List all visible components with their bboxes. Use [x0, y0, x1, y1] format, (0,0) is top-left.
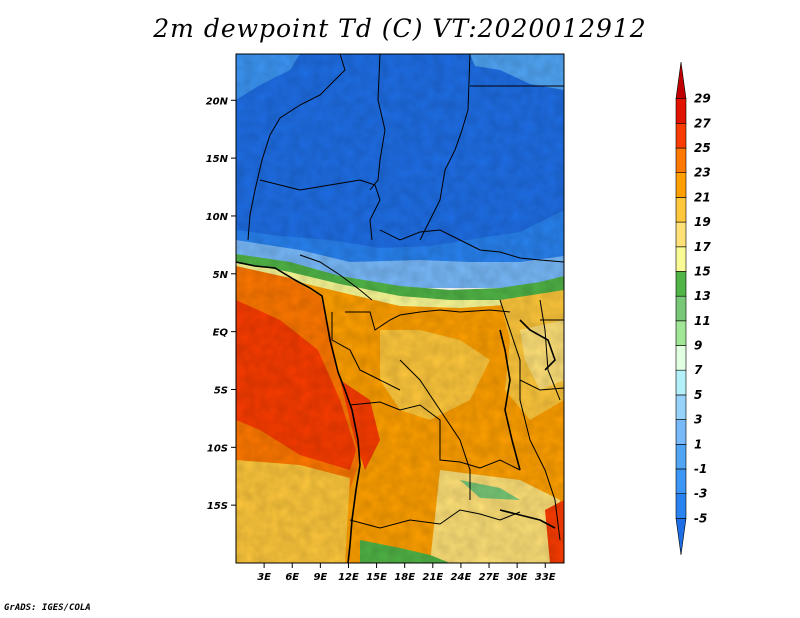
colorbar-label: 27 — [694, 116, 711, 130]
colorbar-label: 13 — [694, 289, 711, 303]
colorbar-swatch — [675, 123, 687, 149]
longitude-axis: 3E 6E 9E 12E 15E 18E 21E 24E 27E 30E 33E — [257, 563, 556, 583]
colorbar-label: 1 — [694, 437, 702, 451]
colorbar-swatch — [675, 369, 687, 396]
map-title: 2m dewpoint Td (C) VT:2020012912 — [153, 14, 647, 43]
colorbar-swatch — [675, 320, 687, 346]
lat-tick-label: 5N — [213, 270, 229, 281]
dewpoint-field — [236, 54, 564, 563]
colorbar-swatch — [675, 271, 687, 297]
lat-tick-label: 10S — [207, 443, 228, 454]
lon-tick-label: 12E — [338, 572, 359, 583]
colorbar-swatch — [675, 221, 687, 248]
lon-tick-label: 18E — [394, 572, 415, 583]
colorbar-swatch — [675, 419, 687, 445]
lat-tick-label: 15S — [207, 501, 228, 512]
latitude-axis: 20N 15N 10N 5N EQ 5S 10S 15S — [206, 96, 236, 512]
colorbar-swatch — [675, 147, 687, 174]
coastlines — [236, 261, 556, 563]
colorbar-swatch — [675, 443, 687, 470]
lat-tick-label: 10N — [206, 212, 229, 223]
colorbar-label: 15 — [694, 264, 711, 278]
lon-tick-label: 24E — [451, 572, 472, 583]
lat-tick-label: 20N — [206, 96, 229, 107]
colorbar-swatch — [675, 98, 687, 124]
colorbar-swatch — [675, 197, 687, 223]
colorbar-label: 19 — [694, 215, 711, 229]
grads-credit: GrADS: IGES/COLA — [4, 603, 91, 613]
colorbar-swatch — [675, 518, 687, 556]
lon-tick-label: 33E — [535, 572, 556, 583]
lon-tick-label: 15E — [366, 572, 387, 583]
colorbar-swatch — [675, 394, 687, 420]
lon-tick-label: 6E — [285, 572, 299, 583]
colorbar-label: 23 — [694, 166, 711, 180]
colorbar-label: 9 — [694, 339, 702, 353]
colorbar-swatch — [675, 468, 687, 494]
lat-tick-label: 15N — [206, 154, 229, 165]
colorbar-swatch — [675, 172, 687, 198]
lon-tick-label: 30E — [507, 572, 528, 583]
colorbar-swatch — [675, 295, 687, 322]
colorbar-swatch — [675, 345, 687, 371]
colorbar-label: 3 — [694, 413, 702, 427]
colorbar-swatch — [675, 246, 687, 272]
lon-tick-label: 27E — [479, 572, 500, 583]
colorbar-label: 21 — [694, 190, 711, 204]
colorbar-label: 25 — [694, 141, 711, 155]
plot-frame — [235, 53, 565, 564]
country-borders — [247, 54, 564, 541]
colorbar-label: 5 — [694, 388, 702, 402]
colorbar-label: 7 — [694, 363, 703, 377]
colorbar-label: 11 — [694, 314, 711, 328]
colorbar-label: -3 — [694, 487, 707, 501]
lat-tick-label: EQ — [213, 328, 229, 339]
colorbar-swatch — [675, 61, 687, 99]
lon-tick-label: 21E — [422, 572, 443, 583]
lat-tick-label: 5S — [214, 385, 228, 396]
colorbar-label: 17 — [694, 240, 711, 254]
colorbar-label: 29 — [694, 92, 711, 106]
colorbar-label: -1 — [694, 462, 707, 476]
colorbar-label: -5 — [694, 511, 707, 525]
lon-tick-label: 9E — [313, 572, 327, 583]
lon-tick-label: 3E — [257, 572, 271, 583]
colorbar-swatch — [675, 493, 687, 519]
